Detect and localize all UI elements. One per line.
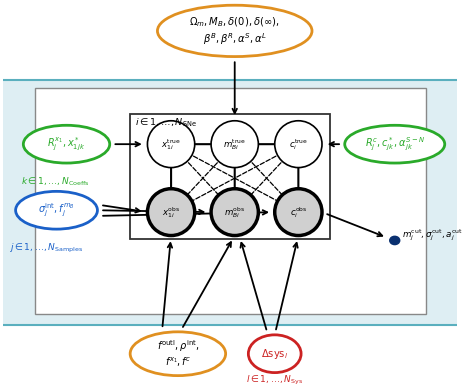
Text: $m_{Bi}^{\rm obs}$: $m_{Bi}^{\rm obs}$ (224, 205, 246, 219)
Ellipse shape (211, 189, 258, 236)
Text: $R_j^{x_1}, x^*_{1jk}$: $R_j^{x_1}, x^*_{1jk}$ (47, 135, 86, 153)
Ellipse shape (23, 125, 109, 163)
Ellipse shape (157, 5, 312, 57)
Ellipse shape (275, 121, 322, 168)
Text: $R_j^c, c^*_{jk}, \alpha_{jk}^{S-N}$: $R_j^c, c^*_{jk}, \alpha_{jk}^{S-N}$ (365, 135, 425, 153)
Text: $c_i^{\rm true}$: $c_i^{\rm true}$ (289, 137, 308, 152)
Ellipse shape (345, 125, 445, 163)
Bar (3, 1, 457, 80)
Ellipse shape (130, 332, 226, 376)
Text: $i \in 1,\ldots, N_{\mathrm{SNe}}$: $i \in 1,\ldots, N_{\mathrm{SNe}}$ (135, 117, 197, 130)
Ellipse shape (147, 121, 195, 168)
Text: $\sigma_j^{\mathrm{int}}, f_j^{m_B}$: $\sigma_j^{\mathrm{int}}, f_j^{m_B}$ (38, 202, 75, 219)
Ellipse shape (275, 189, 322, 236)
Bar (35, 87, 426, 314)
Ellipse shape (16, 191, 98, 229)
Text: $f^{\mathrm{outl}}, \rho^{\mathrm{int}},$
$f^{x_1}, f^c$: $f^{\mathrm{outl}}, \rho^{\mathrm{int}},… (156, 338, 199, 369)
Ellipse shape (248, 335, 301, 373)
Ellipse shape (211, 121, 258, 168)
Text: $\Omega_m, M_B, \delta(0), \delta(\infty),$
$\beta^B, \beta^R, \alpha^S, \alpha^: $\Omega_m, M_B, \delta(0), \delta(\infty… (190, 15, 280, 47)
Text: $\Delta\mathrm{sys}_l$: $\Delta\mathrm{sys}_l$ (261, 347, 288, 361)
Text: $m_{Bi}^{\rm true}$: $m_{Bi}^{\rm true}$ (223, 137, 246, 152)
Text: $x_{1i}^{\rm true}$: $x_{1i}^{\rm true}$ (161, 137, 181, 152)
Text: $j \in 1,\ldots, N_{\mathrm{Samples}}$: $j \in 1,\ldots, N_{\mathrm{Samples}}$ (9, 241, 83, 255)
Bar (3, 325, 457, 378)
Text: $x_{1i}^{\rm obs}$: $x_{1i}^{\rm obs}$ (162, 205, 180, 219)
Text: $m_j^{\mathrm{cut}}, \sigma_j^{\mathrm{cut}}, a_j^{\mathrm{cut}}$: $m_j^{\mathrm{cut}}, \sigma_j^{\mathrm{c… (401, 228, 463, 243)
Bar (3, 80, 457, 325)
Text: $k \in 1,\ldots, N_{\mathrm{Coeffs}}$: $k \in 1,\ldots, N_{\mathrm{Coeffs}}$ (21, 176, 90, 188)
Text: $c_i^{\rm obs}$: $c_i^{\rm obs}$ (290, 205, 307, 219)
Text: $l \in 1,\ldots, N_{\mathrm{Sys}}$: $l \in 1,\ldots, N_{\mathrm{Sys}}$ (246, 373, 303, 387)
Ellipse shape (147, 189, 195, 236)
Circle shape (390, 236, 400, 245)
Bar (130, 114, 330, 238)
